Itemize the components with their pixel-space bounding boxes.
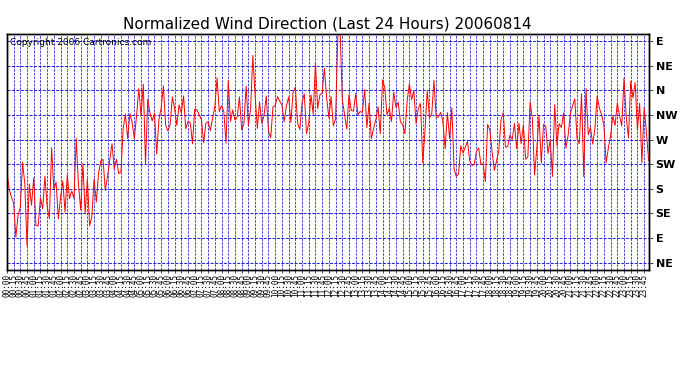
- Title: Normalized Wind Direction (Last 24 Hours) 20060814: Normalized Wind Direction (Last 24 Hours…: [124, 16, 532, 31]
- Text: Copyright 2006 Cartronics.com: Copyright 2006 Cartronics.com: [10, 39, 151, 48]
